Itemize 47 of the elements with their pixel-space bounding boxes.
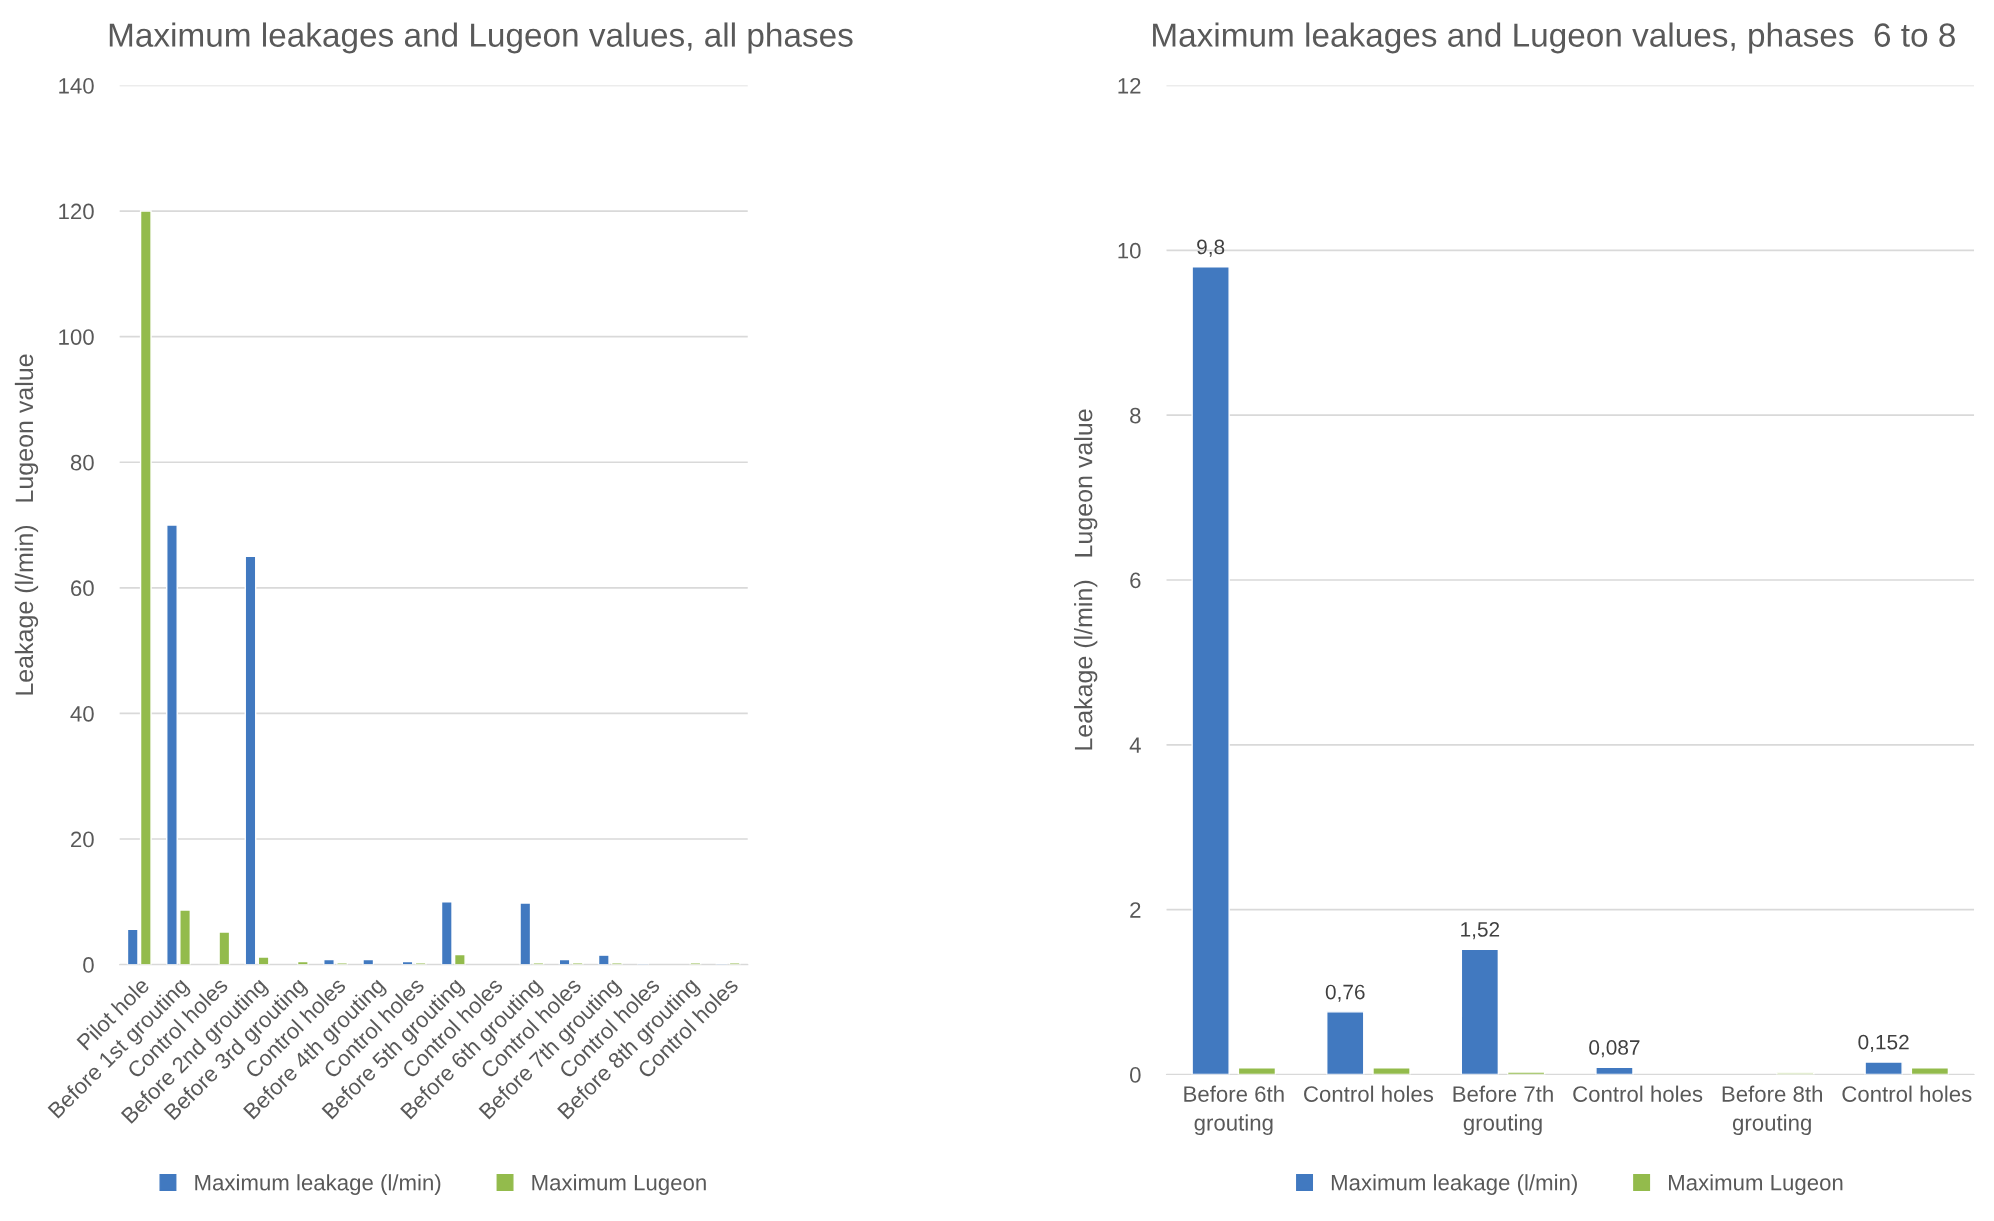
y-axis-title: Leakage (l/min) Lugeon value bbox=[14, 354, 39, 695]
bar bbox=[1237, 1067, 1277, 1075]
data-label: 0,087 bbox=[1589, 1040, 1640, 1058]
bar bbox=[362, 958, 375, 965]
legend-label: Maximum leakage (l/min) bbox=[195, 1174, 441, 1195]
y-tick-label: 2 bbox=[1130, 902, 1141, 918]
y-tick-label: 40 bbox=[70, 705, 94, 722]
bar bbox=[1191, 266, 1230, 1075]
bar bbox=[1506, 1071, 1546, 1075]
y-tick-label: 6 bbox=[1130, 572, 1141, 589]
bar bbox=[1910, 1067, 1950, 1075]
y-tick-label: 80 bbox=[70, 454, 94, 471]
y-tick-label: 20 bbox=[71, 831, 94, 848]
y-tick-label: 12 bbox=[1118, 78, 1141, 94]
y-tick-label: 140 bbox=[59, 78, 94, 94]
data-label: 0,76 bbox=[1325, 984, 1365, 1002]
x-tick-label: Before 7th grouting bbox=[1453, 1085, 1553, 1136]
y-tick-label: 120 bbox=[59, 203, 94, 220]
bar bbox=[218, 931, 231, 965]
bar bbox=[244, 555, 257, 965]
x-tick-label: Before 6th grouting bbox=[1184, 1085, 1284, 1136]
bar bbox=[257, 956, 270, 965]
data-label: 1,52 bbox=[1461, 922, 1500, 940]
x-tick-label: Before 8th grouting bbox=[1722, 1085, 1822, 1136]
x-tick-label: Control holes bbox=[1573, 1085, 1703, 1102]
chart-title: Maximum leakages and Lugeon values, phases 6 to 8 bbox=[1153, 22, 1955, 54]
x-tick-label: Control holes bbox=[1842, 1085, 1972, 1102]
bar bbox=[1460, 948, 1500, 1075]
y-tick-label: 0 bbox=[83, 957, 94, 973]
y-tick-label: 4 bbox=[1129, 737, 1141, 753]
bar bbox=[1326, 1011, 1365, 1075]
legend-label: Maximum Lugeon bbox=[1669, 1174, 1843, 1195]
y-tick-label: 100 bbox=[59, 329, 94, 345]
legend-label: Maximum leakage (l/min) bbox=[1331, 1174, 1577, 1195]
x-tick-label: Control holes bbox=[1304, 1085, 1434, 1102]
data-label: 0,152 bbox=[1858, 1034, 1909, 1052]
y-axis-title: Leakage (l/min) Lugeon value bbox=[1074, 409, 1098, 750]
bar bbox=[1595, 1066, 1634, 1075]
chart-title: Maximum leakages and Lugeon values, all phases bbox=[109, 22, 853, 54]
legend-label: Maximum Lugeon bbox=[532, 1174, 706, 1195]
y-tick-label: 0 bbox=[1130, 1067, 1141, 1083]
y-tick-label: 8 bbox=[1130, 407, 1141, 424]
bar bbox=[1372, 1067, 1411, 1075]
data-label: 9,8 bbox=[1197, 239, 1225, 257]
y-tick-label: 10 bbox=[1118, 242, 1141, 259]
bar bbox=[1864, 1061, 1903, 1075]
y-tick-label: 60 bbox=[71, 580, 94, 597]
